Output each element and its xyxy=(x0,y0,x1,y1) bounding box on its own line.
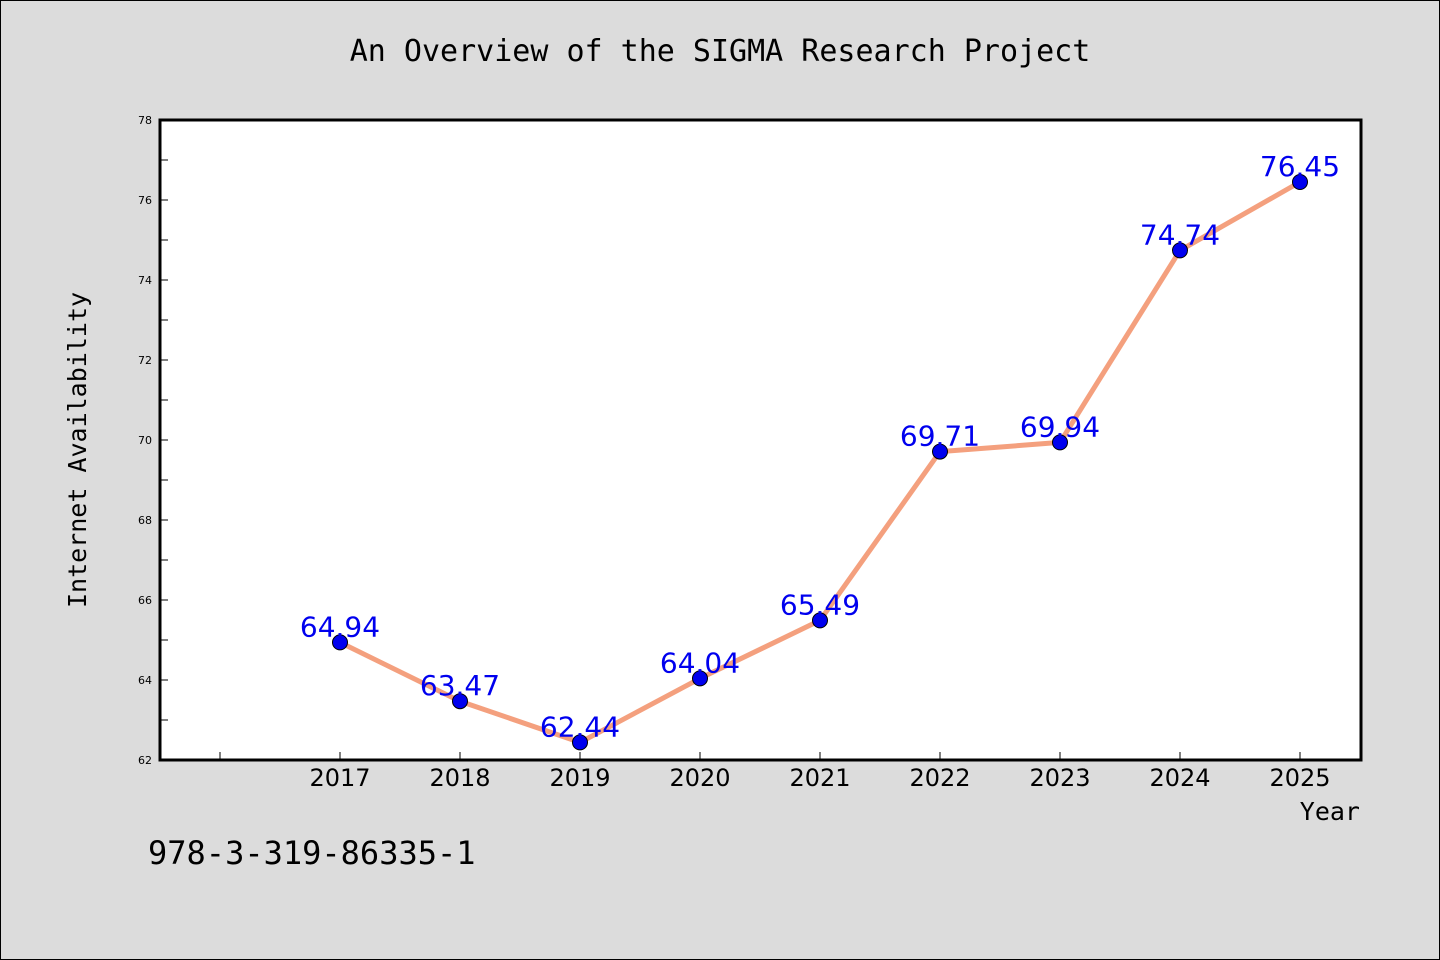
data-point xyxy=(1172,242,1188,259)
y-axis: 62 64 66 68 70 72 74 76 78 xyxy=(138,114,168,767)
x-tick-label: 2024 xyxy=(1149,764,1210,792)
data-label: 74.74 xyxy=(1140,218,1220,251)
data-point xyxy=(1292,174,1308,190)
x-axis: 2017 2018 2019 2020 2021 2022 2023 2024 2025 xyxy=(219,752,1331,792)
data-point xyxy=(572,734,588,751)
data-label: 64.94 xyxy=(300,610,380,643)
chart-title: An Overview of the SIGMA Research Projec… xyxy=(349,34,1091,69)
y-axis-label: Internet Availability xyxy=(63,292,92,608)
y-tick-label: 66 xyxy=(138,594,152,607)
x-axis-label: Year xyxy=(1300,797,1360,826)
data-point xyxy=(332,634,348,651)
x-tick-label: 2022 xyxy=(909,764,970,792)
y-tick-label: 64 xyxy=(138,674,152,687)
isbn-text: 978-3-319-86335-1 xyxy=(148,834,476,872)
data-label: 62.44 xyxy=(540,710,620,743)
data-label: 64.04 xyxy=(660,646,740,679)
data-point xyxy=(692,670,708,687)
x-tick-label: 2025 xyxy=(1269,764,1330,792)
plot-area xyxy=(158,118,1363,762)
y-tick-label: 68 xyxy=(138,514,152,527)
data-labels-group: 64.94 63.47 62.44 64.04 65.49 69.71 69.94 74.74… xyxy=(300,150,1340,743)
data-label: 69.71 xyxy=(900,420,980,453)
data-label: 63.47 xyxy=(420,669,500,702)
markers-group xyxy=(332,174,1308,751)
data-point xyxy=(1052,434,1068,451)
data-label: 69.94 xyxy=(1020,410,1100,443)
y-tick-label: 76 xyxy=(138,194,152,207)
data-point xyxy=(812,612,828,629)
y-tick-label: 78 xyxy=(138,114,152,127)
data-point xyxy=(452,693,468,710)
data-label: 76.45 xyxy=(1260,150,1340,183)
x-tick-label: 2023 xyxy=(1029,764,1090,792)
x-tick-label: 2021 xyxy=(789,764,850,792)
x-tick-label: 2018 xyxy=(429,764,490,792)
data-label: 65.49 xyxy=(780,588,860,621)
x-tick-label: 2019 xyxy=(549,764,610,792)
y-tick-label: 70 xyxy=(138,434,152,447)
data-point xyxy=(932,443,948,460)
x-tick-label: 2017 xyxy=(309,764,370,792)
y-tick-label: 72 xyxy=(138,354,152,367)
y-tick-label: 74 xyxy=(138,274,152,287)
y-tick-label: 62 xyxy=(138,754,152,767)
x-tick-label: 2020 xyxy=(669,764,730,792)
